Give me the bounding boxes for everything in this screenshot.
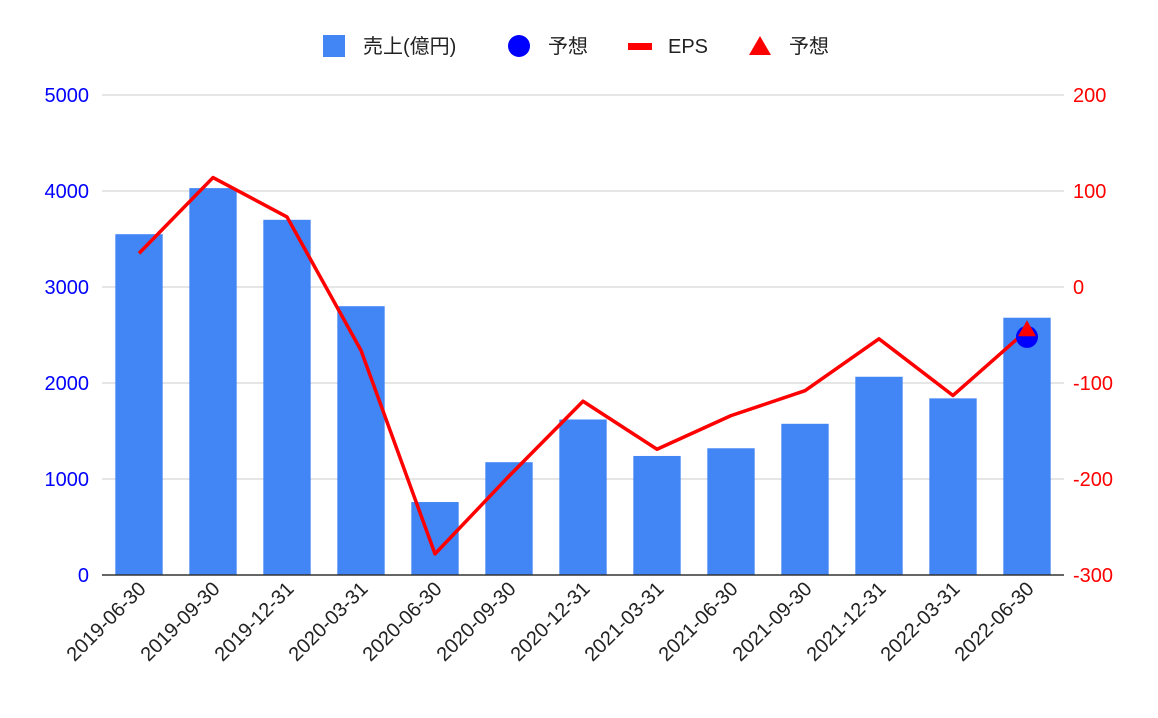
bar-2022-06-30 <box>1003 317 1051 575</box>
bar-2019-09-30 <box>189 188 237 575</box>
bar-2021-06-30 <box>707 448 755 575</box>
bars <box>115 188 1051 576</box>
y-right-tick-label: 0 <box>1073 277 1084 299</box>
x-tick-label: 2021-03-31 <box>581 578 669 666</box>
y-left-tick-label: 2000 <box>45 373 90 395</box>
x-tick-label: 2019-06-30 <box>63 578 151 666</box>
x-tick-label: 2021-06-30 <box>655 578 743 666</box>
bar-2019-06-30 <box>115 234 163 575</box>
bar-2019-12-31 <box>263 219 311 576</box>
forecast-eps-point <box>1018 320 1036 337</box>
y-left-tick-label: 5000 <box>45 85 90 107</box>
y-right-tick-label: -300 <box>1073 565 1113 587</box>
bar-2020-03-31 <box>337 306 385 575</box>
bar-2021-09-30 <box>781 423 829 575</box>
legend-label: 予想 <box>548 35 588 58</box>
y-left-tick-label: 1000 <box>45 469 90 491</box>
legend-swatch-circle <box>508 35 530 57</box>
bar-2020-09-30 <box>485 462 533 575</box>
y-right-tick-label: -200 <box>1073 469 1113 491</box>
bar-2021-12-31 <box>855 376 903 575</box>
legend-swatch-bar <box>323 35 345 57</box>
legend-swatch-line <box>628 43 652 50</box>
x-tick-label: 2020-12-31 <box>507 578 595 666</box>
x-tick-label: 2020-09-30 <box>433 578 521 666</box>
y-left-tick-label: 4000 <box>45 181 90 203</box>
legend-item: EPS <box>628 36 708 58</box>
bar-2020-12-31 <box>559 419 607 575</box>
forecast-markers <box>1016 320 1038 348</box>
x-tick-label: 2019-12-31 <box>211 578 299 666</box>
legend-item: 予想 <box>749 35 829 58</box>
bar-2021-03-31 <box>633 455 681 575</box>
gridlines <box>102 94 1064 480</box>
legend-item: 予想 <box>508 35 588 58</box>
x-tick-label: 2022-06-30 <box>951 578 1039 666</box>
legend-item: 売上(億円) <box>323 35 456 58</box>
legend-label: EPS <box>668 36 708 58</box>
y-left-tick-label: 0 <box>78 565 89 587</box>
x-tick-label: 2022-03-31 <box>877 578 965 666</box>
x-tick-label: 2020-03-31 <box>285 578 373 666</box>
x-tick-label: 2020-06-30 <box>359 578 447 666</box>
bar-2022-03-31 <box>929 398 977 575</box>
legend-swatch-triangle <box>749 36 771 55</box>
legend: 売上(億円) 予想 EPS 予想 <box>323 35 829 58</box>
x-tick-label: 2021-12-31 <box>803 578 891 666</box>
y-left-tick-label: 3000 <box>45 277 90 299</box>
legend-label: 予想 <box>789 35 829 58</box>
x-tick-label: 2021-09-30 <box>729 578 817 666</box>
y-right-tick-label: 100 <box>1073 181 1106 203</box>
legend-label: 売上(億円) <box>363 35 456 58</box>
y-right-tick-label: -100 <box>1073 373 1113 395</box>
y-right-tick-label: 200 <box>1073 85 1106 107</box>
x-tick-label: 2019-09-30 <box>137 578 225 666</box>
